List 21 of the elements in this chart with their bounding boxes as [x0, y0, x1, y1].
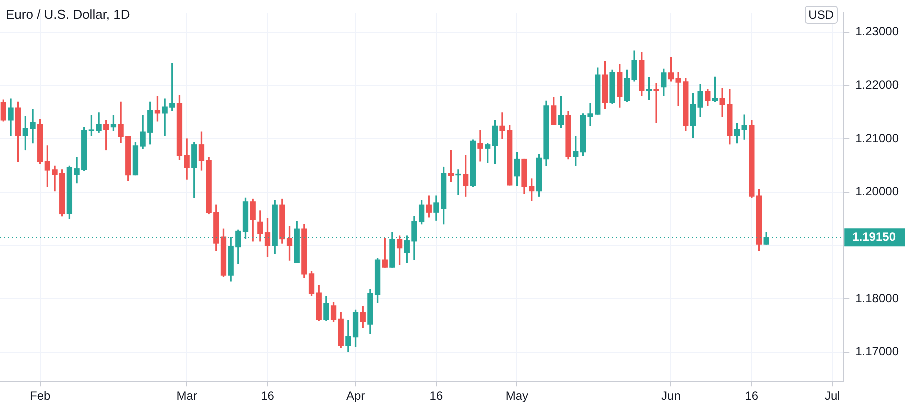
x-tick-label: Apr — [346, 389, 366, 404]
candlestick — [654, 83, 660, 124]
x-tick-label: Mar — [176, 389, 198, 404]
x-tick-label: Feb — [30, 389, 52, 404]
y-tick-label: 1.22000 — [856, 78, 900, 92]
chart-title: Euro / U.S. Dollar, 1D — [6, 7, 130, 22]
x-tick-label: May — [506, 389, 529, 404]
x-tick-label: 16 — [430, 389, 444, 404]
y-tick-label: 1.23000 — [856, 24, 900, 39]
ref-line-label: 1.19150 — [852, 230, 896, 244]
x-tick-label: Jun — [662, 389, 681, 404]
y-tick-label: 1.17000 — [856, 344, 900, 359]
candlestick — [478, 130, 484, 162]
x-tick-label: Jul — [824, 389, 840, 404]
y-tick-label: 1.21000 — [856, 131, 900, 146]
annotation: USD — [804, 6, 838, 24]
candlestick — [456, 170, 462, 196]
x-tick-label: 16 — [261, 389, 275, 404]
x-tick-label: 16 — [745, 389, 759, 404]
y-tick-label: 1.18000 — [856, 291, 900, 306]
y-tick-label: 1.20000 — [856, 184, 900, 199]
